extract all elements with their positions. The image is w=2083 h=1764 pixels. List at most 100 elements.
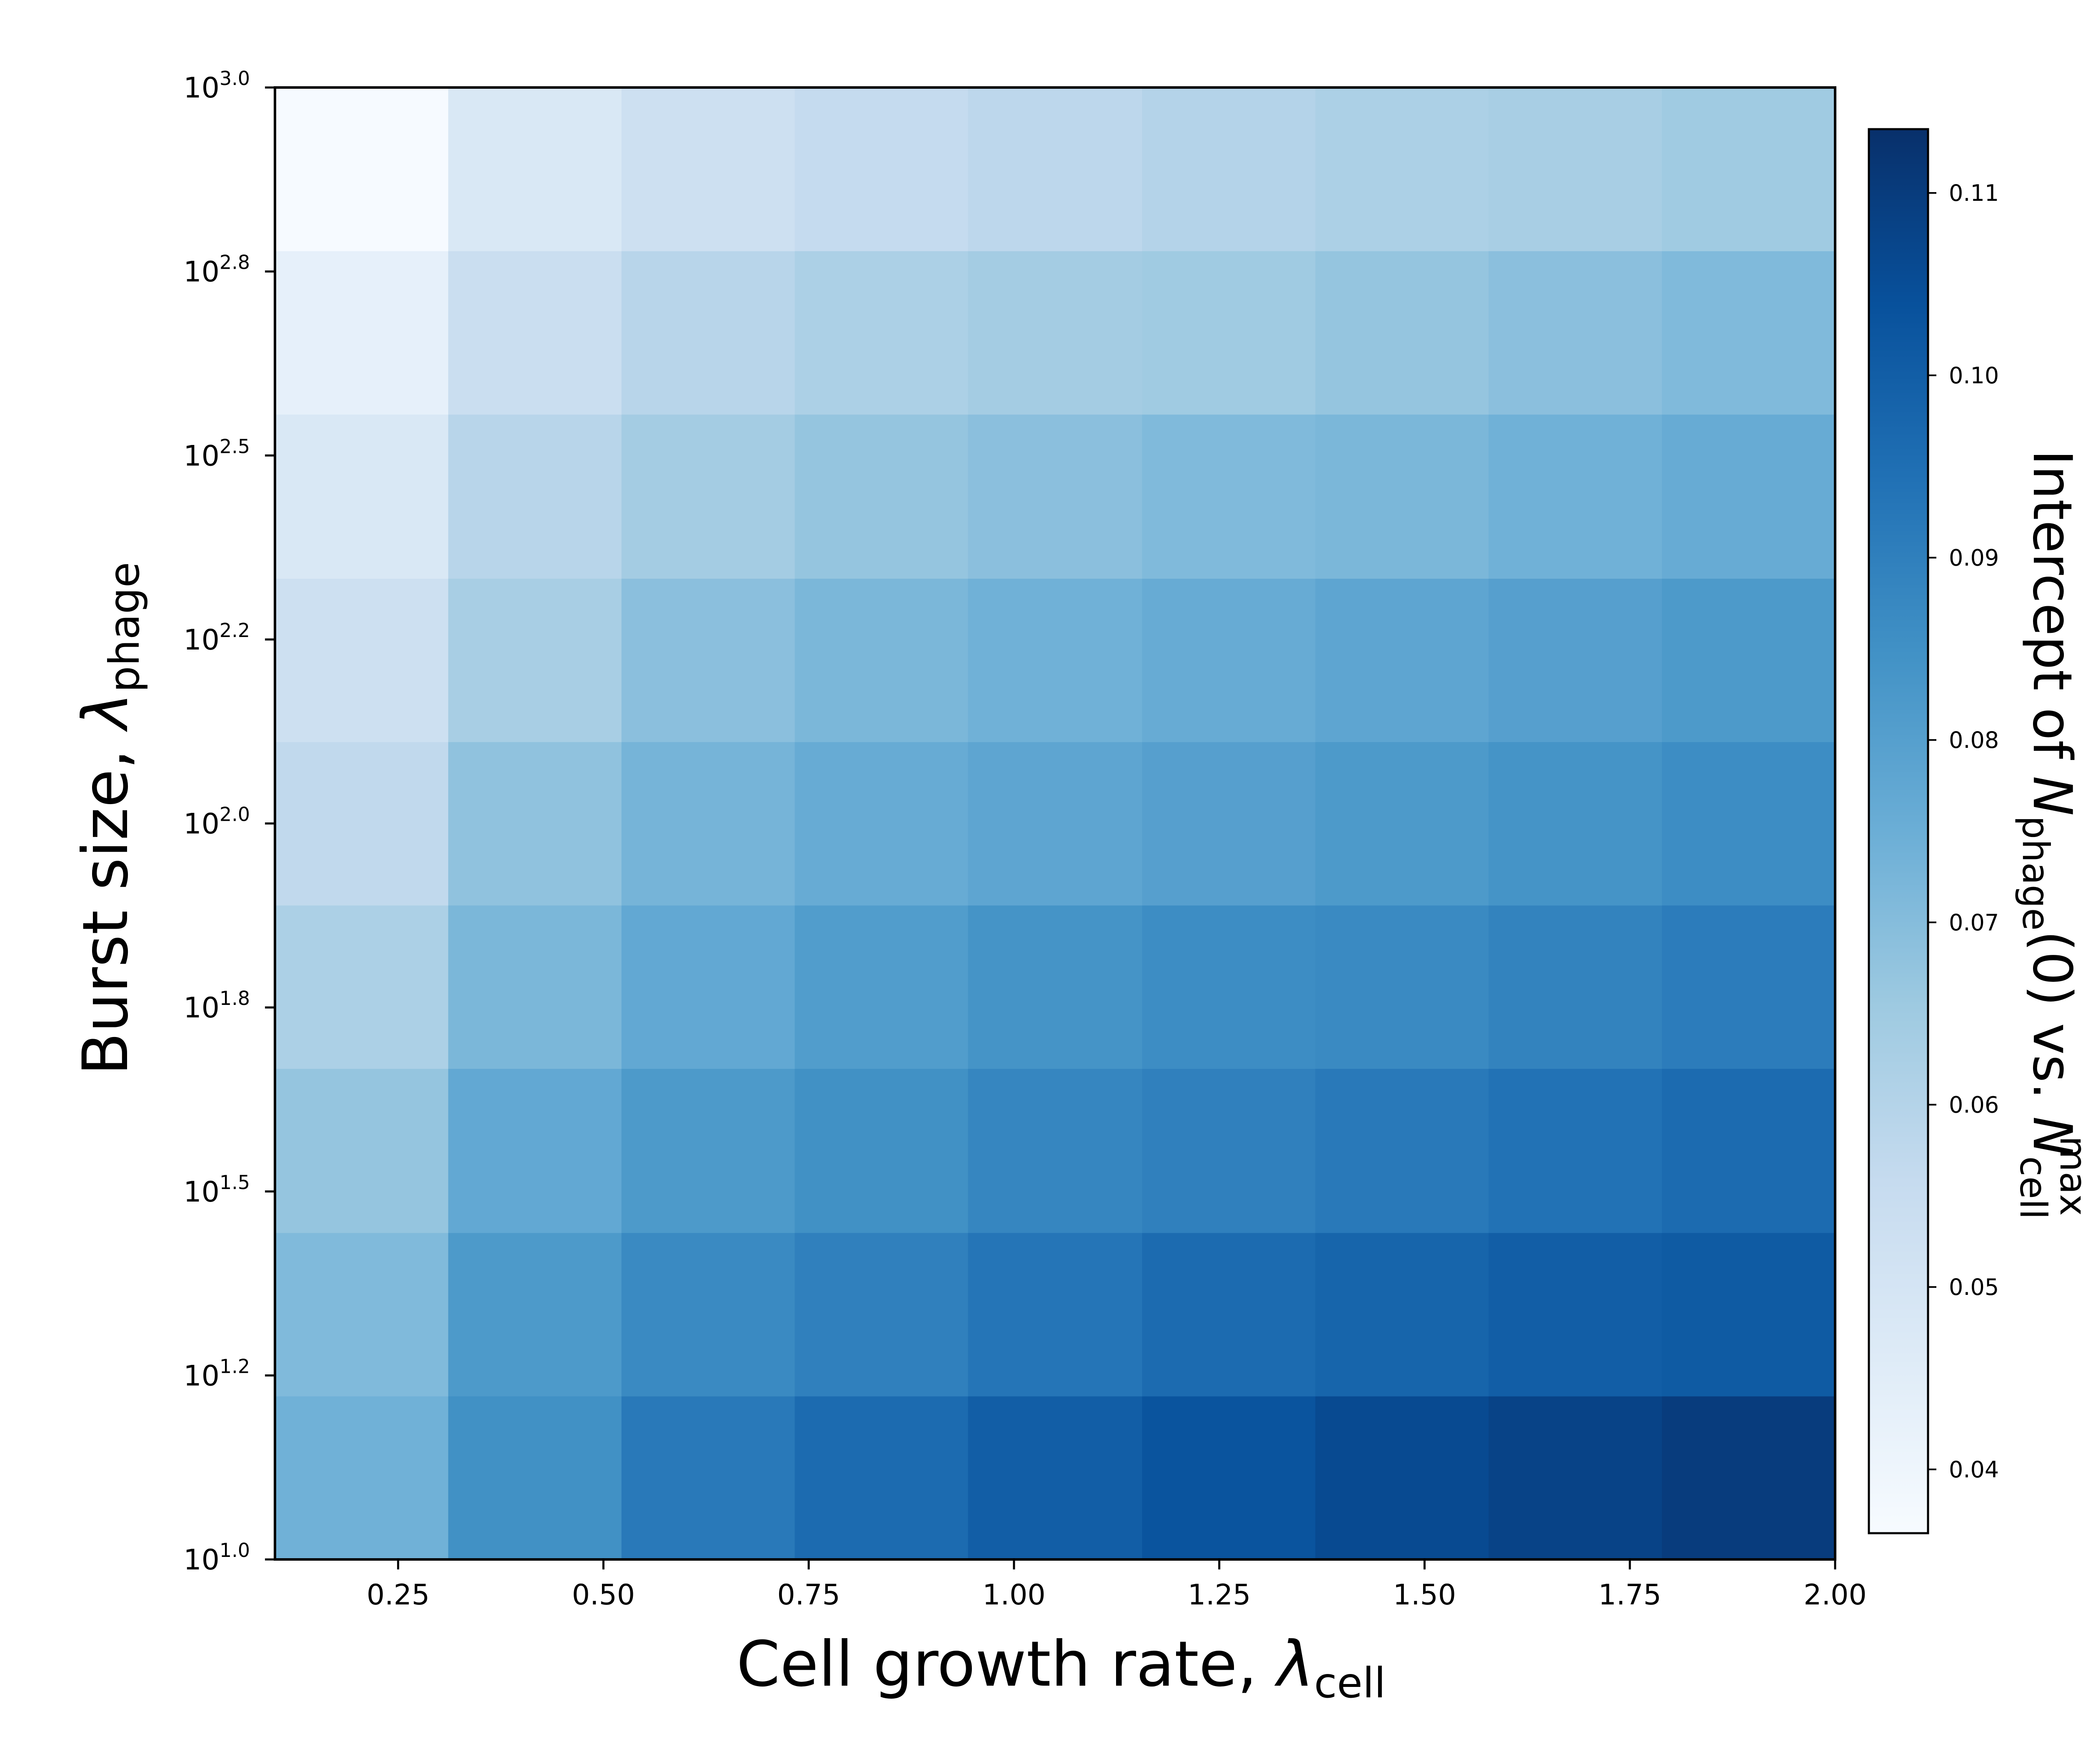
heatmap-cell <box>275 251 449 415</box>
heatmap-cell <box>275 414 449 579</box>
heatmap-cell <box>968 1068 1143 1233</box>
heatmap-cell <box>1315 578 1489 742</box>
heatmap-cell <box>1315 87 1489 251</box>
x-axis-label: Cell growth rate, λcell <box>737 1628 1386 1707</box>
y-tick-label: 101.8 <box>183 987 250 1024</box>
y-tick-label: 103.0 <box>183 67 250 105</box>
heatmap-cell <box>1315 905 1489 1069</box>
x-tick-label: 1.50 <box>1393 1579 1456 1612</box>
heatmap-cell <box>1315 251 1489 415</box>
heatmap-cell <box>968 905 1143 1069</box>
y-tick-label: 102.5 <box>183 435 250 472</box>
heatmap-cell <box>1489 1396 1662 1560</box>
y-tick-label: 102.0 <box>183 803 250 841</box>
heatmap-cell <box>1142 905 1316 1069</box>
heatmap-cell <box>1662 1068 1836 1233</box>
colorbar-tick-label: 0.06 <box>1949 1092 1999 1118</box>
heatmap-cell <box>621 1396 795 1560</box>
x-tick-label: 2.00 <box>1803 1579 1866 1612</box>
heatmap-cell <box>968 578 1143 742</box>
heatmap-cell <box>1489 1232 1662 1397</box>
colorbar-tick-label: 0.09 <box>1949 545 1999 571</box>
heatmap-cell <box>968 251 1143 415</box>
heatmap-cell <box>1142 578 1316 742</box>
heatmap-cell <box>1315 414 1489 579</box>
x-tick-label: 1.00 <box>982 1579 1045 1612</box>
heatmap-cell <box>968 1232 1143 1397</box>
heatmap-cell <box>1142 1396 1316 1560</box>
colorbar-tick-label: 0.10 <box>1949 362 1999 389</box>
y-tick-label: 102.2 <box>183 619 250 657</box>
heatmap-cell <box>794 87 969 251</box>
heatmap-cell <box>794 1068 969 1233</box>
heatmap-cell <box>794 1232 969 1397</box>
x-tick-label: 0.75 <box>777 1579 840 1612</box>
heatmap-cell <box>275 87 449 251</box>
heatmap-cell <box>968 1396 1143 1560</box>
heatmap-cell <box>1315 1396 1489 1560</box>
heatmap-cell <box>1489 251 1662 415</box>
colorbar-tick-label: 0.08 <box>1949 727 1999 753</box>
heatmap-cell <box>621 905 795 1069</box>
heatmap-cell <box>1142 414 1316 579</box>
colorbar-label: Intercept of Nphage(0) vs. Ncellmax <box>2012 450 2083 1219</box>
heatmap-cell <box>1662 1396 1836 1560</box>
heatmap-cell <box>1142 87 1316 251</box>
heatmap-cell <box>1489 578 1662 742</box>
heatmap-cell <box>1142 1232 1316 1397</box>
heatmap-cell <box>1142 251 1316 415</box>
heatmap-cell <box>275 742 449 906</box>
y-tick-label: 101.5 <box>183 1171 250 1209</box>
heatmap-cell <box>621 251 795 415</box>
heatmap-cell <box>1662 742 1836 906</box>
y-axis: 101.0 101.2 101.5 101.8 102.0 102.2 102.5 102.8… <box>183 67 275 1577</box>
heatmap-cell <box>621 1068 795 1233</box>
heatmap-cell <box>1662 87 1836 251</box>
heatmap-cell <box>448 578 622 742</box>
heatmap-cell <box>1489 905 1662 1069</box>
heatmap-cell <box>968 87 1143 251</box>
heatmap-cell <box>1142 742 1316 906</box>
heatmap-cell <box>1662 578 1836 742</box>
x-tick-label: 1.25 <box>1188 1579 1251 1612</box>
heatmap-cell <box>794 742 969 906</box>
heatmap-cell <box>448 905 622 1069</box>
heatmap-cell <box>794 578 969 742</box>
heatmap-cell <box>794 414 969 579</box>
heatmap-cell <box>794 1396 969 1560</box>
heatmap-cell <box>275 578 449 742</box>
heatmap-cell <box>621 87 795 251</box>
x-tick-label: 0.50 <box>572 1579 635 1612</box>
heatmap-cell <box>968 414 1143 579</box>
y-tick-label: 101.0 <box>183 1539 250 1577</box>
heatmap-cell <box>1489 1068 1662 1233</box>
x-tick-label: 0.25 <box>367 1579 430 1612</box>
heatmap-cell <box>448 414 622 579</box>
heatmap-cell <box>1315 742 1489 906</box>
heatmap-cell <box>621 742 795 906</box>
heatmap-cell <box>1489 414 1662 579</box>
colorbar-tick-label: 0.07 <box>1949 909 1999 936</box>
heatmap-cell <box>275 1068 449 1233</box>
heatmap-cell <box>448 87 622 251</box>
heatmap-cell <box>794 905 969 1069</box>
heatmap-cell <box>1489 87 1662 251</box>
heatmap-cell <box>275 1396 449 1560</box>
heatmap-cell <box>621 414 795 579</box>
heatmap-cell <box>1662 251 1836 415</box>
plot-area <box>274 86 1836 1561</box>
colorbar-tick-label: 0.04 <box>1949 1457 1999 1483</box>
colorbar-gradient <box>1868 128 1929 1534</box>
heatmap-cell <box>1142 1068 1316 1233</box>
heatmap-cell <box>1662 414 1836 579</box>
heatmap-cell <box>794 251 969 415</box>
heatmap-cell <box>448 742 622 906</box>
heatmap-cell <box>621 578 795 742</box>
heatmap-cell <box>968 742 1143 906</box>
y-axis-label: Burst size, λphage <box>70 562 149 1075</box>
heatmap-cell <box>1489 742 1662 906</box>
heatmap-cell <box>448 1232 622 1397</box>
y-tick-label: 101.2 <box>183 1355 250 1392</box>
heatmap-cell <box>275 1232 449 1397</box>
heatmap-cell <box>448 1068 622 1233</box>
